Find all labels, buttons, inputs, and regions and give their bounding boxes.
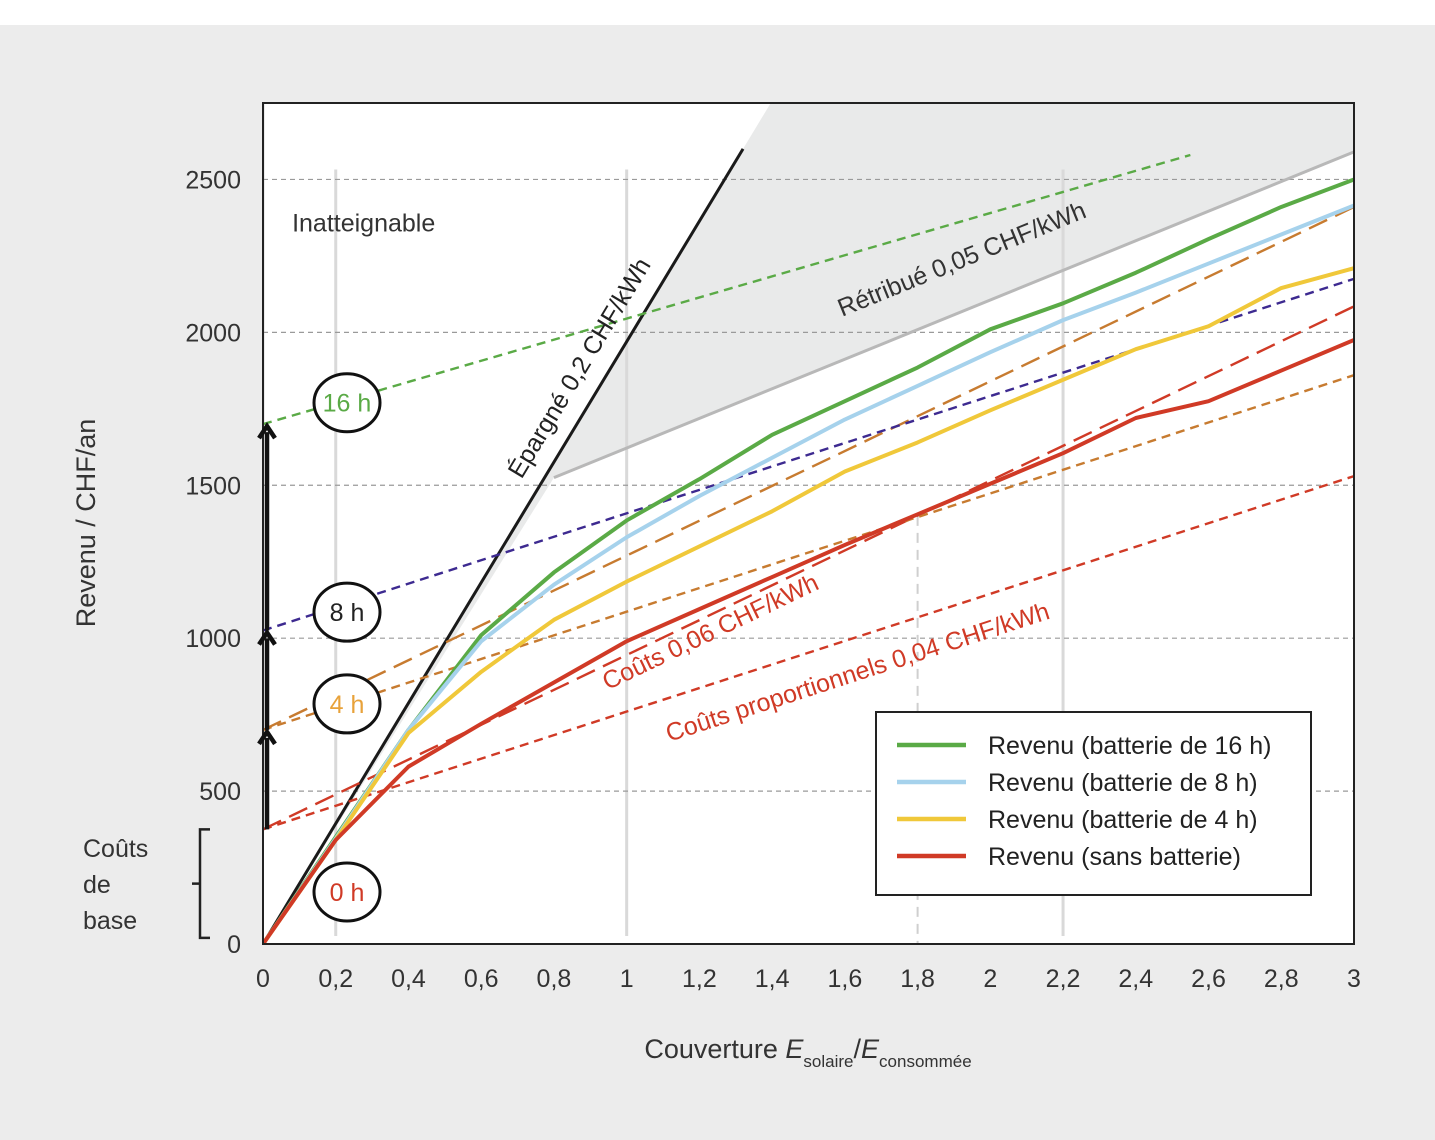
battery-arrowhead: [257, 422, 277, 440]
x-tick-label: 0,6: [464, 965, 499, 993]
unreachable-label: Inatteignable: [292, 209, 435, 237]
y-tick-label: 1500: [185, 472, 241, 500]
reference-line: [263, 148, 745, 944]
base-costs-label: Coûts: [83, 835, 148, 863]
battery-marker: [312, 673, 382, 735]
y-tick-label: 500: [199, 778, 241, 806]
series-line: [263, 203, 1354, 944]
base-costs-label: de: [83, 871, 111, 899]
reference-line: [263, 277, 1354, 632]
y-tick-label: 0: [227, 931, 241, 959]
base-costs-label: base: [83, 907, 137, 935]
x-tick-label: 2,2: [1046, 965, 1081, 993]
plot-frame: [262, 102, 1355, 945]
x-tick-label: 0,8: [537, 965, 572, 993]
x-tick-label: 3: [1347, 965, 1361, 993]
battery-marker-label: 0 h: [330, 879, 365, 907]
reference-line: [263, 474, 1354, 831]
reference-line: [263, 153, 1191, 426]
x-tick-label: 0: [256, 965, 270, 993]
battery-marker-label: 16 h: [323, 390, 372, 418]
battery-arrowhead: [257, 628, 277, 646]
legend-label: Revenu (batterie de 8 h): [988, 769, 1258, 797]
battery-marker: [312, 372, 382, 434]
series-line: [263, 266, 1354, 944]
x-tick-label: 1,2: [682, 965, 717, 993]
x-tick-label: 1,6: [827, 965, 862, 993]
x-tick-label: 2,6: [1191, 965, 1226, 993]
x-tick-label: 1,4: [755, 965, 790, 993]
x-tick-label: 2: [983, 965, 997, 993]
battery-marker: [312, 581, 382, 643]
x-tick-label: 0,2: [318, 965, 353, 993]
x-tick-label: 1: [620, 965, 634, 993]
legend-label: Revenu (batterie de 4 h): [988, 806, 1258, 834]
y-tick-label: 1000: [185, 625, 241, 653]
unreachable-region: [263, 103, 1354, 944]
x-tick-label: 0,4: [391, 965, 426, 993]
legend-label: Revenu (batterie de 16 h): [988, 732, 1272, 760]
battery-arrowhead: [257, 727, 277, 746]
y-axis-title: Revenu / CHF/an: [71, 419, 101, 628]
series-line: [263, 338, 1354, 944]
base-costs-brace: [192, 828, 210, 940]
x-tick-label: 2,8: [1264, 965, 1299, 993]
legend-box: [875, 711, 1312, 896]
y-tick-label: 2000: [185, 319, 241, 347]
battery-marker-label: 4 h: [330, 691, 365, 719]
x-tick-label: 2,4: [1118, 965, 1153, 993]
battery-marker-label: 8 h: [330, 599, 365, 627]
reference-line: [263, 374, 1354, 732]
battery-marker: [312, 861, 382, 923]
legend-label: Revenu (sans batterie): [988, 843, 1241, 871]
reference-line: [553, 150, 1354, 480]
x-axis-title: Couverture Esolaire/Econsommée: [644, 1034, 971, 1071]
x-tick-label: 1,8: [900, 965, 935, 993]
y-tick-label: 2500: [185, 166, 241, 194]
